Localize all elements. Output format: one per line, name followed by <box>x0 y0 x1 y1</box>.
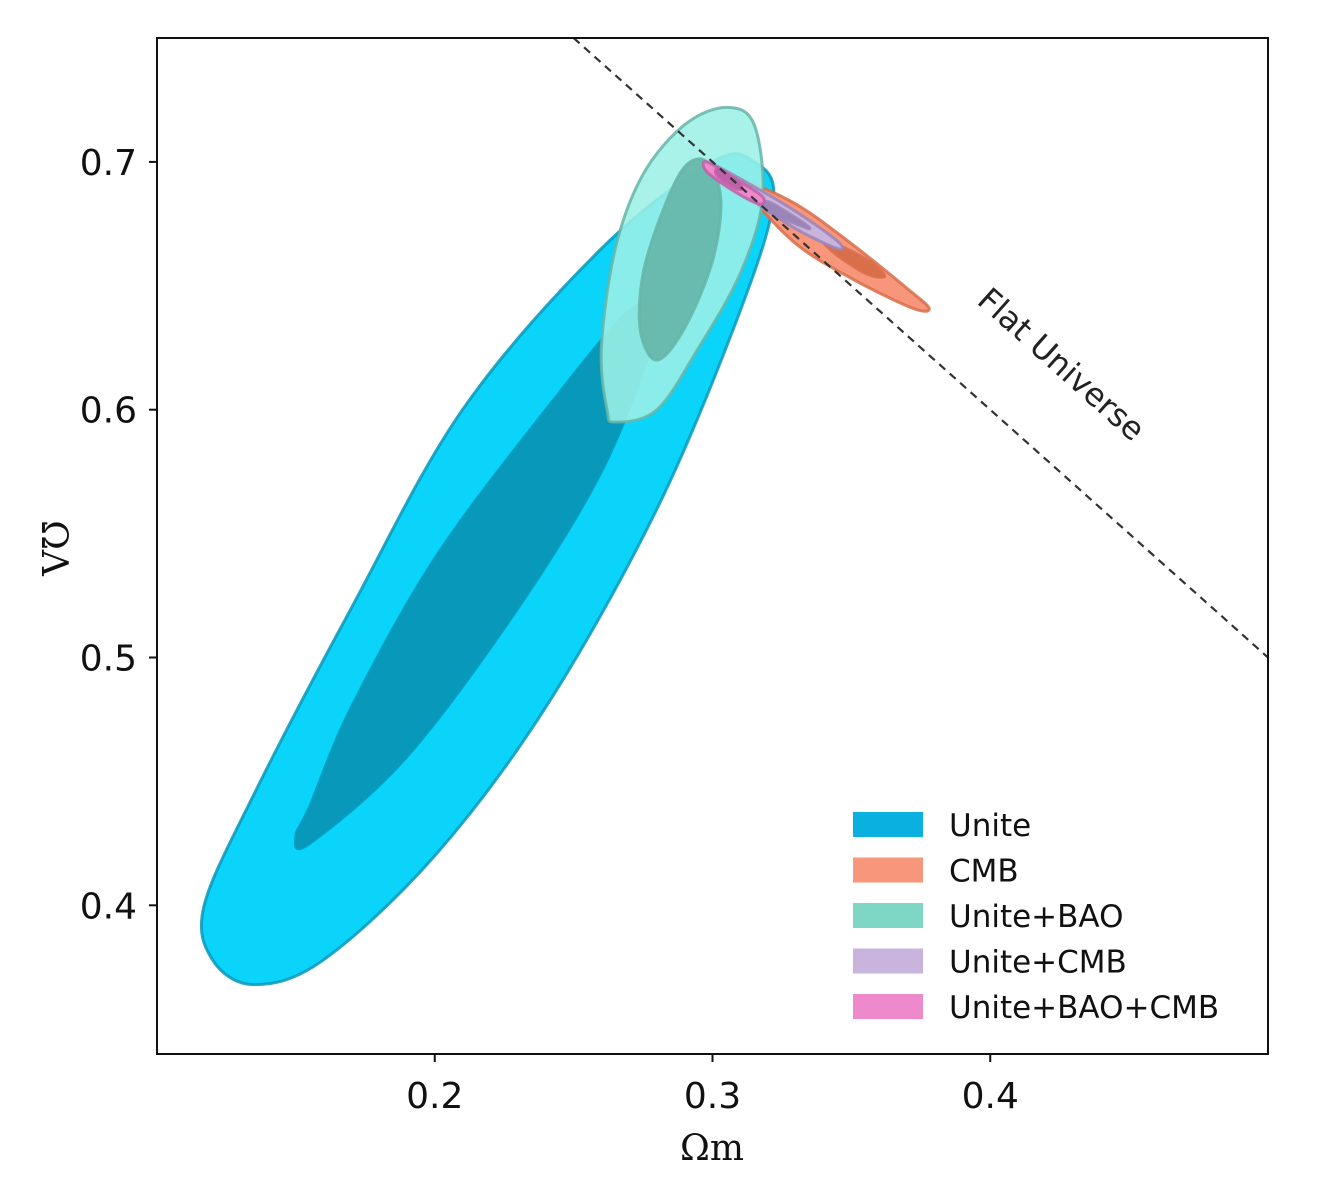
legend-label-unite-bao: Unite+BAO <box>949 899 1123 935</box>
y-axis-label: ΩΛ <box>33 520 74 577</box>
legend-label-unite-bao-cmb: Unite+BAO+CMB <box>949 990 1219 1026</box>
x-tick-label: 0.2 <box>406 1076 463 1117</box>
flat-universe-line <box>572 38 1268 659</box>
flat-universe-layer <box>572 38 1268 659</box>
legend-swatch-cmb <box>853 857 923 883</box>
x-tick-label: 0.3 <box>684 1076 741 1117</box>
legend-swatch-unite <box>853 812 923 837</box>
legend-label-unite: Unite <box>949 808 1031 844</box>
series-unite-bao-cmb <box>701 160 766 206</box>
legend-swatch-unite-bao-cmb <box>853 994 923 1019</box>
y-tick-label: 0.6 <box>80 391 137 432</box>
y-tick-label: 0.7 <box>80 143 137 184</box>
legend: Unite CMB Unite+BAO Unite+CMB Unite+BAO+CMB <box>853 808 1219 1026</box>
y-tick-label: 0.5 <box>80 639 137 680</box>
x-tick-label: 0.4 <box>962 1076 1019 1117</box>
legend-swatch-unite-cmb <box>853 948 923 974</box>
axis-ticks: 0.2 0.3 0.4 0.4 0.5 0.6 0.7 <box>80 143 1019 1117</box>
legend-swatch-unite-bao <box>853 903 923 928</box>
contour-layer <box>199 105 931 987</box>
legend-label-unite-cmb: Unite+CMB <box>949 945 1127 981</box>
x-axis-label: Ωm <box>680 1128 744 1169</box>
contour-unite-bao-cmb-inner <box>713 167 744 191</box>
legend-label-cmb: CMB <box>949 854 1019 890</box>
contour-unite-bao-inner <box>637 157 723 362</box>
series-unite-bao <box>599 105 765 424</box>
y-tick-label: 0.4 <box>80 886 137 927</box>
